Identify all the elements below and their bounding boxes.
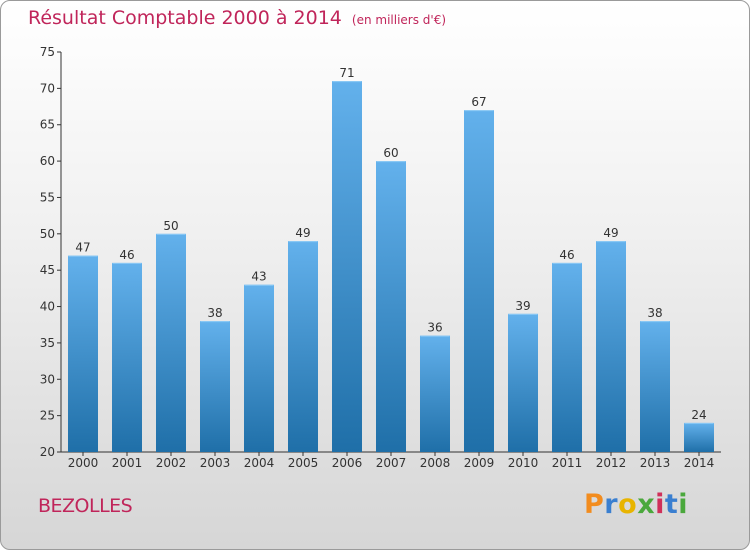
y-tick-label: 70: [40, 81, 55, 95]
x-tick-label-2009: 2009: [464, 456, 495, 470]
data-label-2009: 67: [471, 95, 486, 109]
x-tick-label-2011: 2011: [552, 456, 583, 470]
chart-title: Résultat Comptable 2000 à 2014 (en millie…: [28, 7, 446, 29]
chart-unit: (en milliers d'€): [351, 13, 447, 27]
data-label-2007: 60: [383, 146, 398, 160]
y-tick-label: 45: [40, 263, 55, 277]
x-tick-label-2012: 2012: [596, 456, 627, 470]
y-tick-label: 20: [40, 445, 55, 459]
data-label-2006: 71: [339, 66, 354, 80]
bar-2003: [200, 321, 230, 452]
data-label-2000: 47: [75, 241, 90, 255]
logo-letter: t: [664, 489, 679, 520]
y-tick-label: 55: [40, 190, 55, 204]
data-label-2012: 49: [603, 226, 618, 240]
data-label-2005: 49: [295, 226, 310, 240]
bar-2011: [552, 262, 582, 452]
x-tick-label-2014: 2014: [684, 456, 715, 470]
x-tick-label-2005: 2005: [288, 456, 319, 470]
chart-data-labels: 47 46 50 38 43 49 71 60 36 67 39 46 49 38 24: [75, 66, 706, 422]
x-tick-label-2000: 2000: [68, 456, 99, 470]
logo-letter: x: [637, 489, 656, 520]
y-tick-label: 35: [40, 336, 55, 350]
data-label-2013: 38: [647, 306, 662, 320]
data-label-2002: 50: [163, 219, 178, 233]
chart-title-text: Résultat Comptable 2000 à 2014: [28, 7, 342, 29]
logo-letter: P: [584, 489, 605, 520]
bar-2012: [596, 241, 626, 452]
y-tick-label: 50: [40, 227, 55, 241]
data-label-2014: 24: [691, 408, 706, 422]
logo-letter: i: [678, 489, 689, 520]
bar-2002: [156, 233, 186, 452]
proxiti-logo[interactable]: Proxiti: [584, 489, 688, 520]
bar-2008: [420, 335, 450, 452]
bar-2010: [508, 313, 538, 452]
bar-2006: [332, 81, 362, 452]
x-tick-label-2008: 2008: [420, 456, 451, 470]
data-label-2011: 46: [559, 248, 574, 262]
bar-2001: [112, 262, 142, 452]
bar-2005: [288, 241, 318, 452]
y-tick-label: 75: [40, 45, 55, 59]
x-tick-label-2013: 2013: [640, 456, 671, 470]
x-tick-label-2004: 2004: [244, 456, 275, 470]
x-tick-label-2002: 2002: [156, 456, 187, 470]
logo-letter: r: [604, 489, 619, 520]
bar-2014: [684, 422, 714, 452]
x-tick-label-2007: 2007: [376, 456, 407, 470]
bar-2009: [464, 110, 494, 452]
logo-letter: o: [618, 489, 638, 520]
chart-bars: [68, 81, 714, 452]
data-label-2010: 39: [515, 299, 530, 313]
logo-letter: i: [655, 489, 665, 520]
y-tick-label: 40: [40, 300, 55, 314]
x-tick-label-2010: 2010: [508, 456, 539, 470]
data-label-2008: 36: [427, 321, 442, 335]
bar-2004: [244, 284, 274, 452]
commune-name: BEZOLLES: [38, 495, 133, 517]
y-tick-label: 30: [40, 372, 55, 386]
x-tick-label-2006: 2006: [332, 456, 363, 470]
x-tick-label-2001: 2001: [112, 456, 143, 470]
bar-2000: [68, 255, 98, 452]
bar-2007: [376, 161, 406, 452]
bar-2013: [640, 321, 670, 452]
data-label-2004: 43: [251, 270, 266, 284]
y-tick-label: 25: [40, 409, 55, 423]
y-tick-label: 65: [40, 118, 55, 132]
data-label-2001: 46: [119, 248, 134, 262]
data-label-2003: 38: [207, 306, 222, 320]
y-tick-label: 60: [40, 154, 55, 168]
x-tick-label-2003: 2003: [200, 456, 231, 470]
